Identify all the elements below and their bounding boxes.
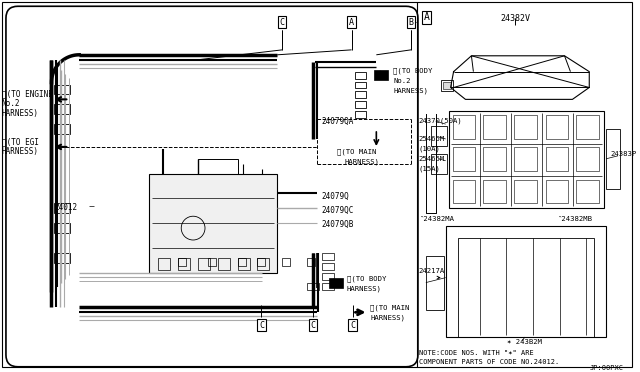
Text: JP:00PXC: JP:00PXC — [590, 365, 624, 371]
Bar — [355, 101, 367, 108]
Bar — [514, 115, 537, 139]
Bar — [322, 253, 333, 260]
Text: ⓔ(TO MAIN: ⓔ(TO MAIN — [337, 149, 376, 155]
Text: 25465M: 25465M — [419, 156, 445, 162]
Bar — [322, 273, 333, 280]
Text: No.2: No.2 — [393, 78, 411, 84]
Bar — [307, 258, 315, 266]
Bar — [208, 258, 216, 266]
Bar — [257, 258, 266, 266]
Text: B: B — [408, 17, 413, 27]
Bar — [257, 258, 269, 270]
Bar — [355, 111, 367, 118]
Bar — [514, 147, 537, 171]
Bar — [458, 238, 594, 337]
Bar — [431, 154, 447, 174]
Text: Ⓐ(TO ENGINE: Ⓐ(TO ENGINE — [2, 89, 53, 99]
Text: 24217A: 24217A — [419, 268, 445, 274]
Bar — [441, 80, 452, 92]
Bar — [54, 253, 70, 263]
Bar — [577, 180, 599, 203]
Text: COMPONENT PARTS OF CODE NO.24012.: COMPONENT PARTS OF CODE NO.24012. — [419, 359, 559, 365]
Bar — [431, 126, 447, 146]
Bar — [218, 258, 230, 270]
Bar — [452, 147, 476, 171]
Text: ⓓ(TO BODY: ⓓ(TO BODY — [347, 276, 386, 282]
Text: 24079QA: 24079QA — [322, 117, 355, 126]
Text: HARNESS): HARNESS) — [2, 109, 39, 118]
Bar — [54, 104, 70, 114]
Bar — [546, 180, 568, 203]
Bar — [237, 258, 246, 266]
Bar — [452, 180, 476, 203]
Bar — [329, 278, 342, 288]
Text: 24079QC: 24079QC — [322, 206, 355, 215]
Bar — [355, 81, 367, 89]
Bar — [355, 92, 367, 98]
Bar — [577, 115, 599, 139]
Text: Ⓑ(TO EGI: Ⓑ(TO EGI — [2, 137, 39, 146]
Text: ⓒ(TO MAIN: ⓒ(TO MAIN — [371, 304, 410, 311]
Bar — [449, 111, 604, 208]
Bar — [54, 84, 70, 94]
Bar — [148, 174, 277, 273]
Bar — [322, 283, 333, 289]
Bar — [179, 258, 190, 270]
Bar — [54, 124, 70, 134]
Text: No.2: No.2 — [2, 99, 20, 108]
Text: 24079Q: 24079Q — [322, 192, 349, 201]
Bar — [54, 223, 70, 233]
Bar — [443, 81, 451, 89]
Text: C: C — [259, 321, 264, 330]
Bar — [355, 72, 367, 78]
Bar — [452, 115, 476, 139]
Bar — [159, 258, 170, 270]
Bar — [483, 180, 506, 203]
Text: A: A — [424, 12, 429, 22]
Text: ⓕ(TO BODY: ⓕ(TO BODY — [393, 68, 433, 74]
Text: 24079QB: 24079QB — [322, 220, 355, 229]
Text: HARNESS): HARNESS) — [393, 87, 428, 94]
Bar — [514, 180, 537, 203]
Text: (15A): (15A) — [419, 166, 441, 172]
Text: C: C — [310, 321, 316, 330]
Bar — [198, 159, 237, 174]
Bar — [426, 256, 444, 310]
Text: NOTE:CODE NOS. WITH "✶" ARE: NOTE:CODE NOS. WITH "✶" ARE — [419, 350, 534, 356]
Bar — [282, 258, 290, 266]
Text: (10A): (10A) — [419, 146, 441, 153]
Bar — [606, 129, 620, 189]
Text: C: C — [280, 17, 285, 27]
Text: 25465M: 25465M — [419, 136, 445, 142]
Bar — [577, 147, 599, 171]
Bar — [198, 258, 210, 270]
Bar — [483, 115, 506, 139]
Text: 24382V: 24382V — [500, 14, 530, 23]
Bar — [307, 283, 319, 289]
Bar — [237, 258, 250, 270]
Text: A: A — [349, 17, 354, 27]
Text: HARNESS): HARNESS) — [2, 147, 39, 156]
Bar — [179, 258, 186, 266]
Text: 24383P: 24383P — [610, 151, 636, 157]
Bar — [374, 70, 388, 80]
Bar — [322, 263, 333, 270]
Bar — [546, 147, 568, 171]
Text: ‶24382MA: ‶24382MA — [419, 216, 454, 222]
Text: ‶24382MB: ‶24382MB — [557, 216, 592, 222]
Text: C: C — [350, 321, 355, 330]
Text: 24012: 24012 — [54, 203, 77, 212]
Bar — [54, 203, 70, 213]
Text: ✶ 243B2M: ✶ 243B2M — [508, 339, 542, 345]
Bar — [483, 147, 506, 171]
Text: HARNESS): HARNESS) — [371, 314, 405, 321]
Text: 24370(50A): 24370(50A) — [419, 117, 463, 124]
Bar — [445, 226, 606, 337]
Bar — [546, 115, 568, 139]
Text: HARNESS): HARNESS) — [345, 159, 380, 165]
Text: HARNESS): HARNESS) — [347, 286, 381, 292]
